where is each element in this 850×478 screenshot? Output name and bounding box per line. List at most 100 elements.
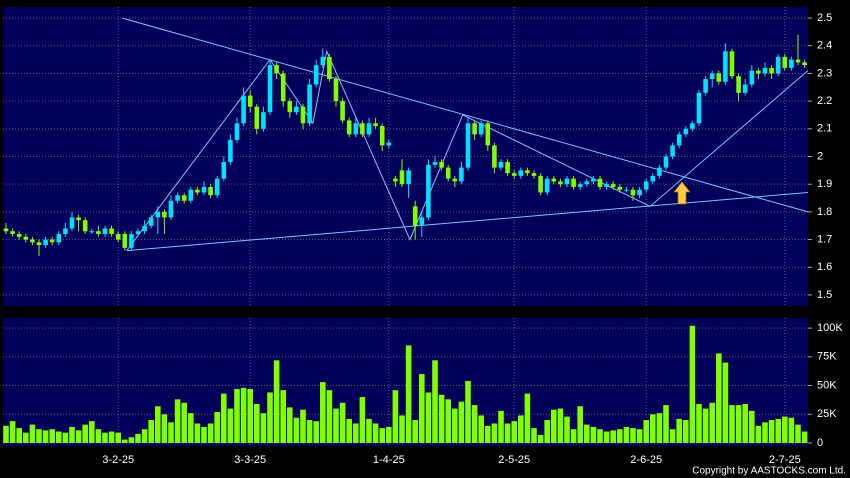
candle-body	[69, 217, 75, 229]
candle-body	[333, 78, 339, 102]
volume-bar	[775, 418, 781, 444]
volume-bar	[108, 431, 115, 444]
volume-bar	[729, 405, 735, 444]
volume-bar	[531, 428, 537, 444]
candle-body	[637, 189, 642, 196]
volume-bar	[353, 423, 359, 444]
volume-bar	[557, 408, 564, 444]
candle-body	[109, 228, 114, 235]
volume-bar	[465, 380, 471, 444]
volume-bar	[194, 423, 201, 444]
volume-bar	[399, 415, 405, 444]
volume-bar	[438, 394, 445, 444]
candle-body	[478, 123, 484, 135]
volume-bar	[267, 392, 273, 444]
trendline	[122, 17, 809, 213]
candle-body	[716, 73, 722, 82]
volume-bar	[320, 382, 326, 444]
volume-bar	[584, 424, 590, 444]
candle-body	[525, 170, 530, 174]
candle-body	[439, 162, 444, 168]
volume-bar	[287, 407, 293, 444]
candle-body	[775, 56, 781, 74]
volume-bar	[498, 410, 504, 444]
candle-body	[762, 67, 768, 74]
candle-body	[162, 211, 167, 218]
volume-bar	[273, 360, 280, 444]
volume-bar	[36, 429, 42, 444]
volume-bar	[491, 423, 498, 444]
candle-body	[181, 195, 187, 201]
volume-bar	[471, 405, 478, 444]
candle-body	[723, 51, 728, 82]
candle-body	[36, 242, 42, 246]
volume-bar	[254, 403, 260, 444]
volume-bar	[537, 434, 544, 444]
volume-bar	[89, 421, 95, 444]
candle-body	[465, 123, 471, 168]
volume-bar	[636, 429, 643, 444]
candle-body	[234, 123, 240, 140]
volume-bar	[478, 415, 484, 444]
candle-body	[56, 234, 62, 243]
candle-body	[274, 65, 279, 74]
volume-bar	[339, 402, 346, 444]
volume-bar	[3, 425, 9, 444]
candle-body	[228, 139, 233, 163]
volume-bar	[168, 422, 174, 444]
candle-body	[313, 65, 319, 85]
candle-body	[30, 239, 35, 243]
candle-body	[544, 178, 550, 193]
candle-body	[82, 220, 88, 232]
candle-body	[49, 239, 55, 243]
volume-bar	[669, 429, 676, 444]
y-tick-label: 1.6	[817, 261, 832, 273]
volume-bar	[386, 426, 392, 444]
y-tick-label: 2.2	[817, 95, 832, 107]
candle-body	[663, 156, 669, 168]
volume-bar	[617, 429, 623, 444]
volume-bar	[577, 406, 583, 444]
candle-body	[254, 106, 260, 129]
y2-tick-label: 25K	[817, 408, 837, 420]
volume-bar	[9, 421, 16, 444]
candle-body	[505, 162, 510, 174]
volume-bar	[643, 420, 649, 444]
volume-bar	[227, 408, 234, 444]
volume-bar	[135, 433, 141, 444]
volume-bar	[148, 420, 154, 444]
candle-body	[432, 162, 438, 165]
candle-body	[445, 167, 451, 179]
volume-bar	[293, 417, 300, 444]
volume-bar	[452, 408, 458, 444]
volume-bar	[689, 325, 696, 444]
candle-body	[43, 239, 48, 246]
candle-body	[148, 217, 154, 226]
candle-body	[360, 123, 365, 135]
volume-bar	[458, 401, 465, 444]
y2-tick-label: 50K	[817, 379, 837, 391]
volume-bar	[372, 423, 379, 444]
volume-bar	[405, 345, 412, 444]
volume-bar	[419, 374, 425, 444]
candle-body	[10, 231, 15, 235]
volume-bar	[122, 439, 128, 444]
volume-bar	[75, 430, 82, 444]
volume-bar	[221, 393, 227, 444]
y-tick-label: 2.4	[817, 40, 832, 52]
candle-body	[630, 189, 636, 196]
candle-body	[287, 101, 293, 113]
volume-bar	[782, 416, 788, 444]
volume-bar	[188, 413, 194, 444]
volume-bar	[128, 437, 135, 444]
candle-body	[247, 95, 253, 107]
volume-bar	[650, 414, 656, 444]
volume-bar	[313, 421, 319, 444]
volume-bar	[524, 393, 531, 444]
volume-bar	[432, 360, 438, 444]
candle-body	[23, 236, 29, 240]
volume-bar	[306, 420, 313, 444]
candle-body	[300, 106, 306, 124]
candle-body	[307, 84, 312, 124]
